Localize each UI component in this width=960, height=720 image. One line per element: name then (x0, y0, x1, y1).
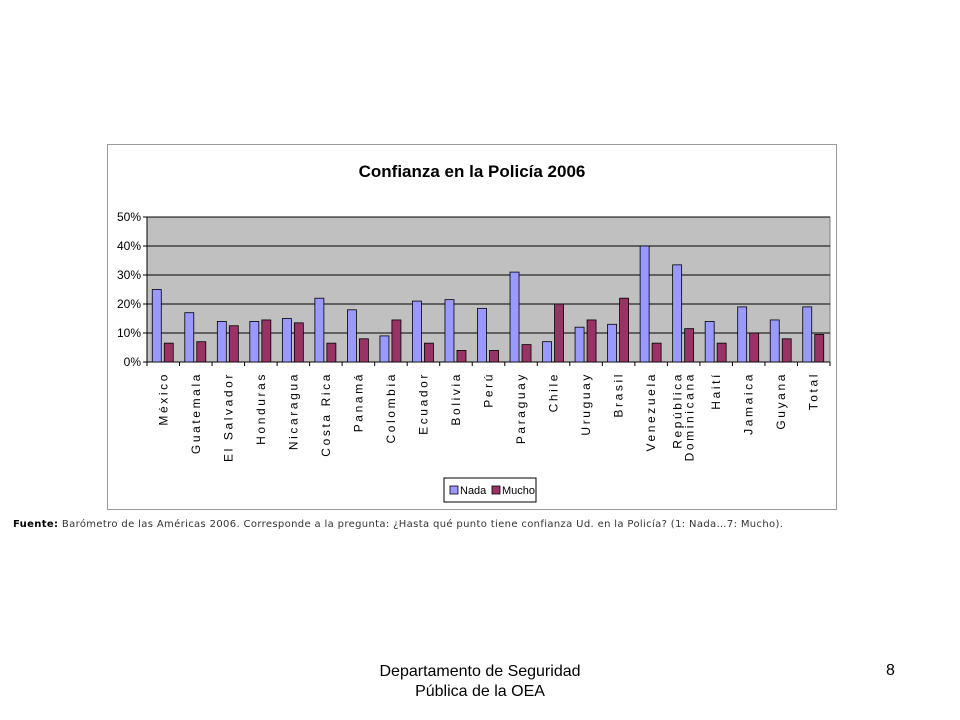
bar-mucho (163, 342, 174, 363)
x-category-label: Chile (547, 372, 561, 412)
y-tick-label: 10% (117, 326, 141, 340)
bar-mucho (684, 328, 695, 363)
bar-mucho (651, 342, 662, 363)
plot-background (146, 216, 831, 363)
footer-dept-line1: Departamento de Seguridad (379, 663, 581, 680)
bar-mucho (456, 349, 467, 363)
bar-mucho (196, 341, 207, 363)
x-category-label: República (671, 372, 685, 449)
source-text: Barómetro de las Américas 2006. Correspo… (58, 519, 784, 530)
bar-nada (769, 319, 780, 363)
bar-nada (574, 326, 585, 363)
x-category-label: Brasil (612, 372, 626, 418)
plot-area: 0% 10% 20% 30% 40% 50% México Guatemala El Salva… (117, 210, 831, 462)
x-category-label: Uruguay (579, 372, 593, 436)
x-category-label: Total (807, 372, 821, 410)
chart-title: Confianza en la Policía 2006 (359, 162, 586, 181)
bar-nada (737, 306, 748, 363)
bar-mucho (586, 319, 597, 363)
bar-nada (542, 341, 552, 363)
legend-swatch-nada (449, 485, 459, 495)
y-tick-label: 50% (117, 210, 141, 224)
bar-mucho (391, 319, 402, 363)
bar-mucho (554, 303, 564, 363)
bar-nada (216, 320, 227, 363)
bar-mucho (619, 297, 629, 363)
page-number: 8 (886, 662, 895, 679)
bar-mucho (521, 344, 532, 363)
bar-chart: Confianza en la Policía 2006 0% 10% 20% 30%… (117, 162, 831, 503)
x-category-label: Perú (482, 372, 496, 408)
x-category-label: Guatemala (189, 372, 203, 454)
x-category-label: Colombia (384, 372, 398, 444)
bar-mucho (424, 342, 434, 363)
x-category-label: México (156, 372, 170, 426)
bar-mucho (359, 338, 369, 363)
bar-mucho (261, 319, 272, 363)
y-tick-label: 20% (117, 297, 141, 311)
x-category-label: Panamá (351, 372, 365, 432)
bar-nada (314, 297, 325, 363)
x-category-label: Paraguay (514, 372, 528, 444)
bar-nada (607, 323, 617, 363)
bar-nada (672, 264, 683, 363)
bar-mucho (716, 342, 727, 363)
bar-nada (639, 245, 650, 363)
source-note: Fuente: Barómetro de las Américas 2006. … (13, 519, 953, 530)
legend-label-nada: Nada (460, 485, 487, 497)
x-category-label: Bolivia (449, 372, 463, 426)
x-category-label: Guyana (774, 372, 788, 430)
x-category-label: Venezuela (644, 372, 658, 451)
x-category-label: Ecuador (416, 372, 430, 435)
bar-nada (802, 306, 813, 363)
x-category-label: Costa Rica (319, 372, 333, 457)
x-category-label: Honduras (254, 372, 268, 445)
bar-mucho (326, 342, 337, 363)
bar-mucho (228, 325, 239, 363)
x-category-label: Jamaica (742, 372, 756, 435)
bar-nada (477, 307, 487, 363)
y-tick-label: 30% (117, 268, 141, 282)
bar-mucho (781, 338, 792, 363)
x-category-label: Dominicana (683, 372, 697, 461)
footer-department: Departamento de Seguridad Pública de la … (330, 662, 630, 702)
y-tick-label: 0% (124, 355, 142, 369)
bar-nada (281, 318, 292, 363)
x-category-label: El Salvador (221, 372, 235, 462)
bar-nada (347, 309, 357, 363)
legend-box (443, 477, 537, 503)
bar-nada (412, 300, 422, 363)
y-tick-label: 40% (117, 239, 141, 253)
legend: Nada Mucho (443, 477, 537, 503)
bar-nada (249, 320, 260, 363)
bar-nada (444, 299, 455, 363)
bar-mucho (749, 332, 760, 363)
x-category-label: Nicaragua (286, 372, 300, 450)
legend-label-mucho: Mucho (502, 485, 535, 497)
footer-dept-line2: Pública de la OEA (415, 683, 545, 700)
bar-nada (379, 335, 390, 363)
bar-nada (151, 289, 162, 363)
bar-mucho (814, 334, 825, 363)
bar-mucho (489, 349, 499, 363)
source-label: Fuente: (13, 519, 59, 530)
chart-container: Confianza en la Policía 2006 0% 10% 20% 30%… (107, 144, 837, 510)
legend-swatch-mucho (491, 485, 501, 495)
bar-nada (704, 320, 715, 363)
bar-nada (184, 312, 195, 363)
x-category-label: Haití (709, 372, 723, 410)
bar-nada (509, 271, 520, 363)
bar-mucho (293, 322, 304, 363)
